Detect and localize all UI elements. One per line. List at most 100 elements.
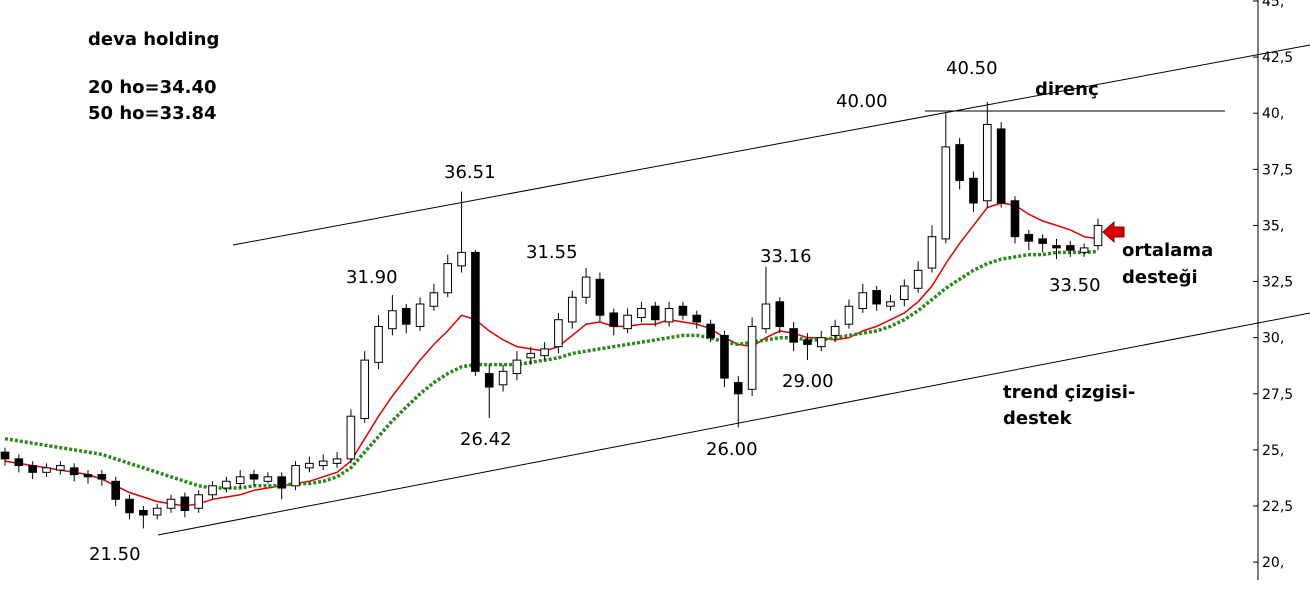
candle-body xyxy=(1024,233,1034,242)
candle-body xyxy=(789,328,798,343)
candle-body xyxy=(886,301,895,307)
candle-body xyxy=(1093,224,1103,247)
candle-body xyxy=(803,339,812,345)
candle-body xyxy=(222,480,231,489)
candle-body xyxy=(332,458,342,464)
candle-body xyxy=(733,382,743,395)
candle-body xyxy=(720,334,729,379)
candle-body xyxy=(194,494,204,509)
chart-title: deva holding xyxy=(88,29,219,50)
candle-body xyxy=(263,476,273,482)
candle-body xyxy=(1010,200,1020,238)
annotation: 21.50 xyxy=(89,544,141,565)
candle-body xyxy=(872,290,881,305)
candle-body xyxy=(830,325,840,336)
candle-body xyxy=(318,460,328,467)
y-tick-label: 37,5 xyxy=(1262,162,1293,178)
candle-body xyxy=(166,498,176,509)
candle-body xyxy=(152,507,162,516)
candle-body xyxy=(277,476,287,489)
candle-body xyxy=(747,325,757,390)
moving-average-line xyxy=(4,249,1099,490)
plot-area xyxy=(0,102,1103,529)
candle-body xyxy=(291,465,300,487)
candle-body xyxy=(69,467,79,476)
candle-body xyxy=(305,462,314,469)
candle-body xyxy=(498,370,508,386)
candle-body xyxy=(249,474,259,480)
y-tick-label: 22,5 xyxy=(1262,499,1293,515)
candle-body xyxy=(388,310,397,330)
lower-trend-line xyxy=(157,312,1310,536)
candle-body xyxy=(56,465,65,471)
candle-body xyxy=(360,359,370,419)
y-tick-label: 32,5 xyxy=(1262,275,1293,291)
y-tick-label: 30, xyxy=(1262,331,1284,347)
candle-body xyxy=(996,128,1006,204)
candle-body xyxy=(83,474,93,478)
candle-body xyxy=(443,263,453,294)
candle-body xyxy=(512,359,522,375)
annotation: 31.90 xyxy=(346,267,398,288)
candle-body xyxy=(457,251,466,267)
annotation: destek xyxy=(1003,408,1073,429)
candle-body xyxy=(941,146,951,240)
candle-body xyxy=(374,325,383,363)
annotation: direnç xyxy=(1035,79,1099,100)
annotation: 26.00 xyxy=(706,439,758,460)
candle-body xyxy=(983,123,992,202)
candle-body xyxy=(927,236,937,269)
candle-body xyxy=(1052,245,1061,249)
upper-trend-line xyxy=(232,44,1310,246)
candle-body xyxy=(637,307,646,318)
y-tick-label: 45, xyxy=(1262,0,1284,10)
candle-body xyxy=(208,485,217,496)
candle-body xyxy=(97,474,107,480)
annotation: 36.51 xyxy=(444,162,496,183)
y-tick-label: 25, xyxy=(1262,443,1284,459)
candle-body xyxy=(554,319,563,348)
y-tick-label: 20, xyxy=(1262,555,1284,571)
candle-body xyxy=(235,476,245,485)
annotation: 40.50 xyxy=(946,58,998,79)
y-tick-label: 27,5 xyxy=(1262,387,1293,403)
candle-body xyxy=(139,509,148,516)
candle-body xyxy=(567,296,577,323)
candle-body xyxy=(429,292,439,307)
candle-body xyxy=(650,305,660,321)
annotation: 40.00 xyxy=(836,91,888,112)
candle-body xyxy=(125,498,134,514)
candle-body xyxy=(844,305,854,325)
annotation: 29.00 xyxy=(782,371,834,392)
candle-body xyxy=(899,285,909,301)
candle-body xyxy=(484,373,494,388)
arrow xyxy=(1102,220,1125,244)
candle-body xyxy=(955,144,964,182)
candle-body xyxy=(401,307,411,325)
annotation: 33.50 xyxy=(1049,275,1101,296)
y-tick-label: 42,5 xyxy=(1262,50,1293,66)
annotation: desteği xyxy=(1122,267,1198,288)
candle-body xyxy=(1079,247,1089,253)
candle-body xyxy=(664,307,674,323)
annotation: 50 ho=33.84 xyxy=(88,103,217,124)
candle-body xyxy=(42,467,51,473)
candle-body xyxy=(581,276,591,298)
candle-body xyxy=(595,278,605,316)
candle-body xyxy=(706,323,715,339)
candle-body xyxy=(471,251,480,372)
candle-body xyxy=(540,348,549,357)
annotation: 26.42 xyxy=(460,429,512,450)
candle-body xyxy=(526,352,536,359)
annotation: 31.55 xyxy=(526,242,578,263)
y-tick-label: 35, xyxy=(1262,218,1284,234)
candle-body xyxy=(609,312,619,327)
annotation: ortalama xyxy=(1122,240,1213,261)
candle-body xyxy=(0,451,10,460)
candle-body xyxy=(692,314,702,323)
candle-body xyxy=(969,177,978,204)
candle-body xyxy=(913,269,923,289)
candle-body xyxy=(14,458,24,467)
candle-body xyxy=(761,303,771,330)
